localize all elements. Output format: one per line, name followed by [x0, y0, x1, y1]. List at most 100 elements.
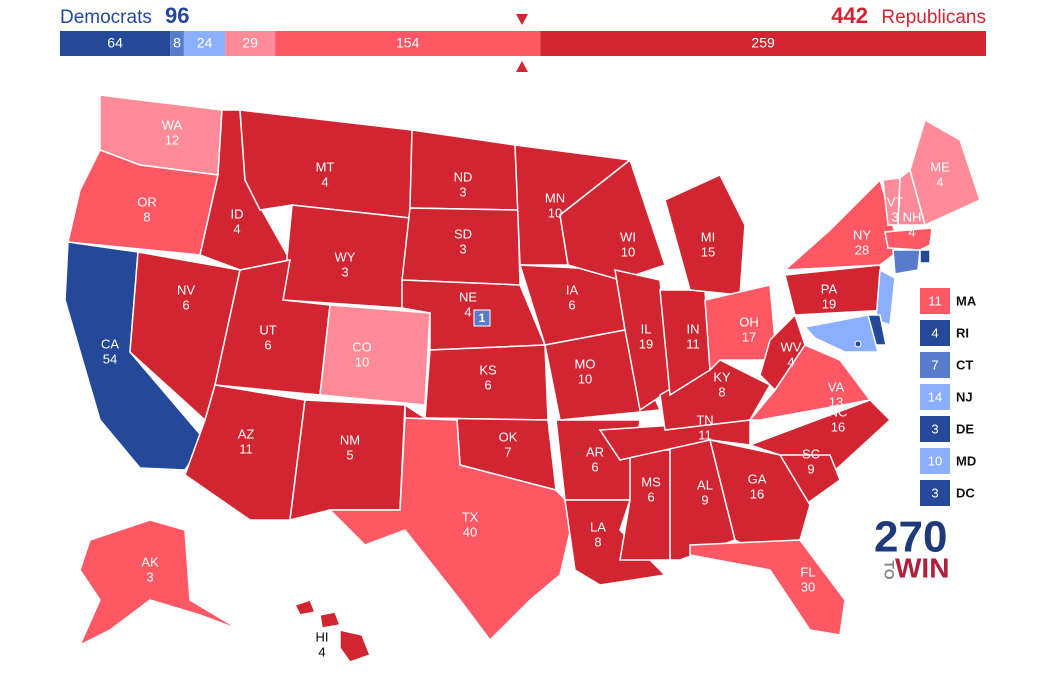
state-abbr: WY — [335, 249, 356, 264]
state-ev: 4 — [233, 221, 240, 236]
dem-total: 96 — [165, 3, 189, 28]
logo-to: TO — [881, 560, 897, 579]
small-state-abbr: DE — [956, 421, 974, 436]
state-ev: 13 — [829, 394, 843, 409]
state-abbr: PA — [821, 281, 838, 296]
state-ev: 3 — [891, 209, 898, 224]
bar-label: 8 — [173, 35, 181, 51]
state-ev: 4 — [464, 304, 471, 319]
state-ev: 8 — [718, 384, 725, 399]
state-ev: 19 — [639, 336, 653, 351]
small-state-box — [920, 288, 950, 314]
bar-label: 154 — [396, 35, 420, 51]
state-shape — [319, 304, 431, 406]
state-ev: 8 — [143, 209, 150, 224]
state-abbr: MI — [701, 229, 715, 244]
small-state-box — [920, 352, 950, 378]
bar-segment — [183, 31, 226, 56]
state-abbr: SC — [802, 446, 820, 461]
state-abbr: UT — [259, 322, 276, 337]
small-state-abbr: NJ — [956, 389, 973, 404]
state-abbr: AL — [697, 477, 713, 492]
bar-segment — [540, 31, 986, 56]
state-shape — [689, 539, 846, 636]
state-ev: 4 — [321, 174, 328, 189]
small-state-abbr: DC — [956, 485, 975, 500]
state-ev: 11 — [698, 427, 712, 442]
small-state-abbr: MA — [956, 293, 977, 308]
state-shape — [559, 158, 666, 281]
state-abbr: NE — [459, 289, 477, 304]
state-abbr: OK — [499, 429, 518, 444]
state-abbr: MO — [575, 356, 596, 371]
state-abbr: KS — [479, 362, 497, 377]
state-abbr: MT — [316, 159, 335, 174]
state-abbr: TN — [696, 412, 713, 427]
state-ev: 4 — [318, 644, 325, 659]
state-ev: 6 — [484, 377, 491, 392]
midpoint-marker — [516, 14, 528, 25]
state-ev: 11 — [686, 336, 700, 351]
small-state-abbr: MD — [956, 453, 976, 468]
small-state-box — [920, 448, 950, 474]
state-ev: 10 — [548, 205, 562, 220]
state-ev: 5 — [346, 447, 353, 462]
state-shape — [854, 340, 862, 348]
state-abbr: SD — [454, 226, 472, 241]
state-abbr: IA — [566, 282, 579, 297]
state-abbr: NY — [853, 227, 871, 242]
state-ev: 4 — [908, 224, 915, 239]
district-box — [473, 309, 491, 327]
state-ev: 8 — [594, 534, 601, 549]
state-ev: 6 — [591, 459, 598, 474]
state-abbr: WI — [620, 229, 636, 244]
bar-segment — [275, 31, 541, 56]
small-state-box — [920, 480, 950, 506]
state-abbr: NH — [903, 209, 922, 224]
state-shape — [328, 417, 576, 642]
state-ev: 28 — [855, 242, 869, 257]
bar-segment — [170, 31, 184, 56]
state-ev: 6 — [264, 337, 271, 352]
state-abbr: CA — [101, 336, 119, 351]
state-shape — [664, 174, 746, 296]
logo-number: 270 — [874, 513, 947, 562]
logo: 270 TO WIN — [874, 513, 949, 584]
bar-label: 259 — [751, 35, 775, 51]
state-abbr: GA — [748, 471, 767, 486]
state-abbr: NV — [177, 282, 195, 297]
state-ev: 3 — [459, 241, 466, 256]
state-shape — [803, 314, 879, 353]
bar-label: 64 — [107, 35, 123, 51]
small-state-abbr: RI — [956, 325, 969, 340]
state-ev: 16 — [750, 486, 764, 501]
state-ev: 9 — [701, 492, 708, 507]
state-abbr: AR — [586, 444, 604, 459]
state-ev: 15 — [701, 244, 715, 259]
state-abbr: TX — [462, 509, 479, 524]
state-ev: 12 — [165, 132, 179, 147]
state-ev: 54 — [103, 351, 117, 366]
district-label: 1 — [479, 311, 486, 325]
state-abbr: VA — [828, 379, 845, 394]
bar-segment — [60, 31, 171, 56]
state-abbr: IL — [641, 321, 652, 336]
state-shape — [748, 344, 872, 421]
small-state-box — [920, 320, 950, 346]
logo-win: WIN — [895, 552, 949, 583]
small-state-ev: 3 — [931, 485, 938, 500]
state-abbr: KY — [713, 369, 731, 384]
state-shape — [782, 178, 901, 271]
state-abbr: HI — [316, 629, 329, 644]
rep-label: Republicans — [881, 7, 986, 28]
state-shape — [909, 118, 981, 227]
states — [64, 94, 981, 663]
state-ev: 10 — [578, 371, 592, 386]
state-abbr: ME — [930, 159, 950, 174]
state-abbr: OH — [739, 314, 759, 329]
small-state-box — [920, 384, 950, 410]
state-ev: 3 — [146, 569, 153, 584]
state-shape — [875, 268, 896, 327]
state-ev: 6 — [568, 297, 575, 312]
